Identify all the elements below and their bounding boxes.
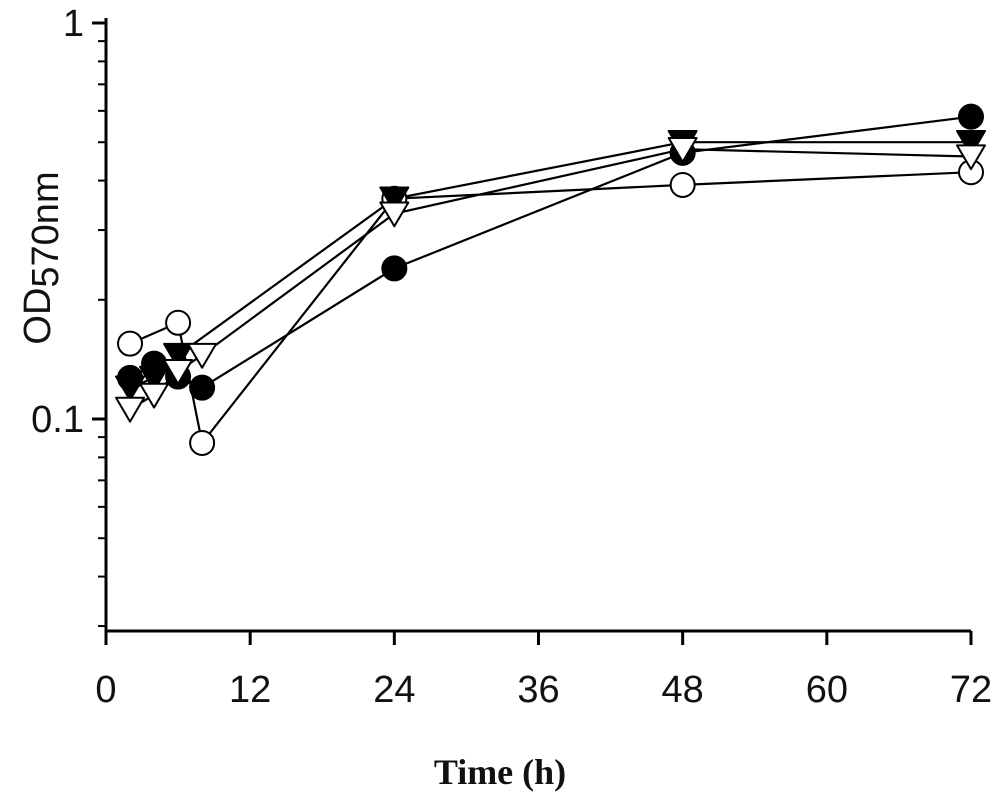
x-tick-label: 60 — [806, 669, 848, 711]
data-point-triangle-down-filled — [163, 342, 194, 369]
data-point-triangle-down-open — [956, 144, 986, 171]
data-point-circle-open — [189, 429, 216, 456]
x-axis-ticks: 0 12 24 36 48 60 72 — [95, 631, 992, 711]
data-point-circle-filled — [381, 255, 408, 282]
x-tick-label: 0 — [95, 669, 116, 711]
y-axis-ticks: 0.11 — [31, 3, 106, 628]
data-point-triangle-down-filled — [139, 365, 170, 392]
data-point-triangle-down-open — [379, 201, 410, 228]
series-markers — [115, 103, 986, 456]
x-tick-label: 12 — [229, 669, 271, 711]
data-point-circle-open — [117, 330, 144, 357]
x-tick-label: 24 — [373, 669, 415, 711]
data-point-triangle-down-filled — [115, 375, 146, 402]
y-axis-label-main: OD — [17, 288, 59, 345]
series-line-circle-open — [129, 171, 972, 446]
y-axis-label-sub: 570nm — [25, 171, 67, 287]
data-point-circle-open — [669, 171, 696, 198]
data-point-triangle-down-filled — [956, 130, 986, 156]
data-point-triangle-down-open — [163, 359, 194, 385]
data-point-circle-filled — [189, 374, 216, 401]
x-tick-label: 72 — [950, 669, 992, 711]
x-axis-label: Time (h) — [434, 752, 566, 792]
x-tick-label: 36 — [517, 669, 559, 711]
series-line-circle-filled — [129, 115, 972, 389]
data-point-circle-open — [165, 309, 192, 336]
x-tick-label: 48 — [662, 669, 704, 711]
data-point-circle-filled — [958, 103, 984, 130]
plot-area — [104, 18, 971, 633]
y-tick-label: 0.1 — [31, 399, 84, 441]
data-point-triangle-down-filled — [379, 186, 410, 213]
data-point-triangle-down-open — [139, 382, 170, 409]
series-line-triangle-down-open — [129, 148, 972, 410]
series-lines — [129, 115, 972, 446]
data-point-triangle-down-open — [115, 396, 146, 423]
y-axis-label: OD570nm — [17, 171, 67, 344]
data-point-triangle-down-open — [667, 137, 698, 163]
data-point-triangle-down-open — [187, 342, 218, 369]
y-tick-label: 1 — [63, 3, 84, 45]
